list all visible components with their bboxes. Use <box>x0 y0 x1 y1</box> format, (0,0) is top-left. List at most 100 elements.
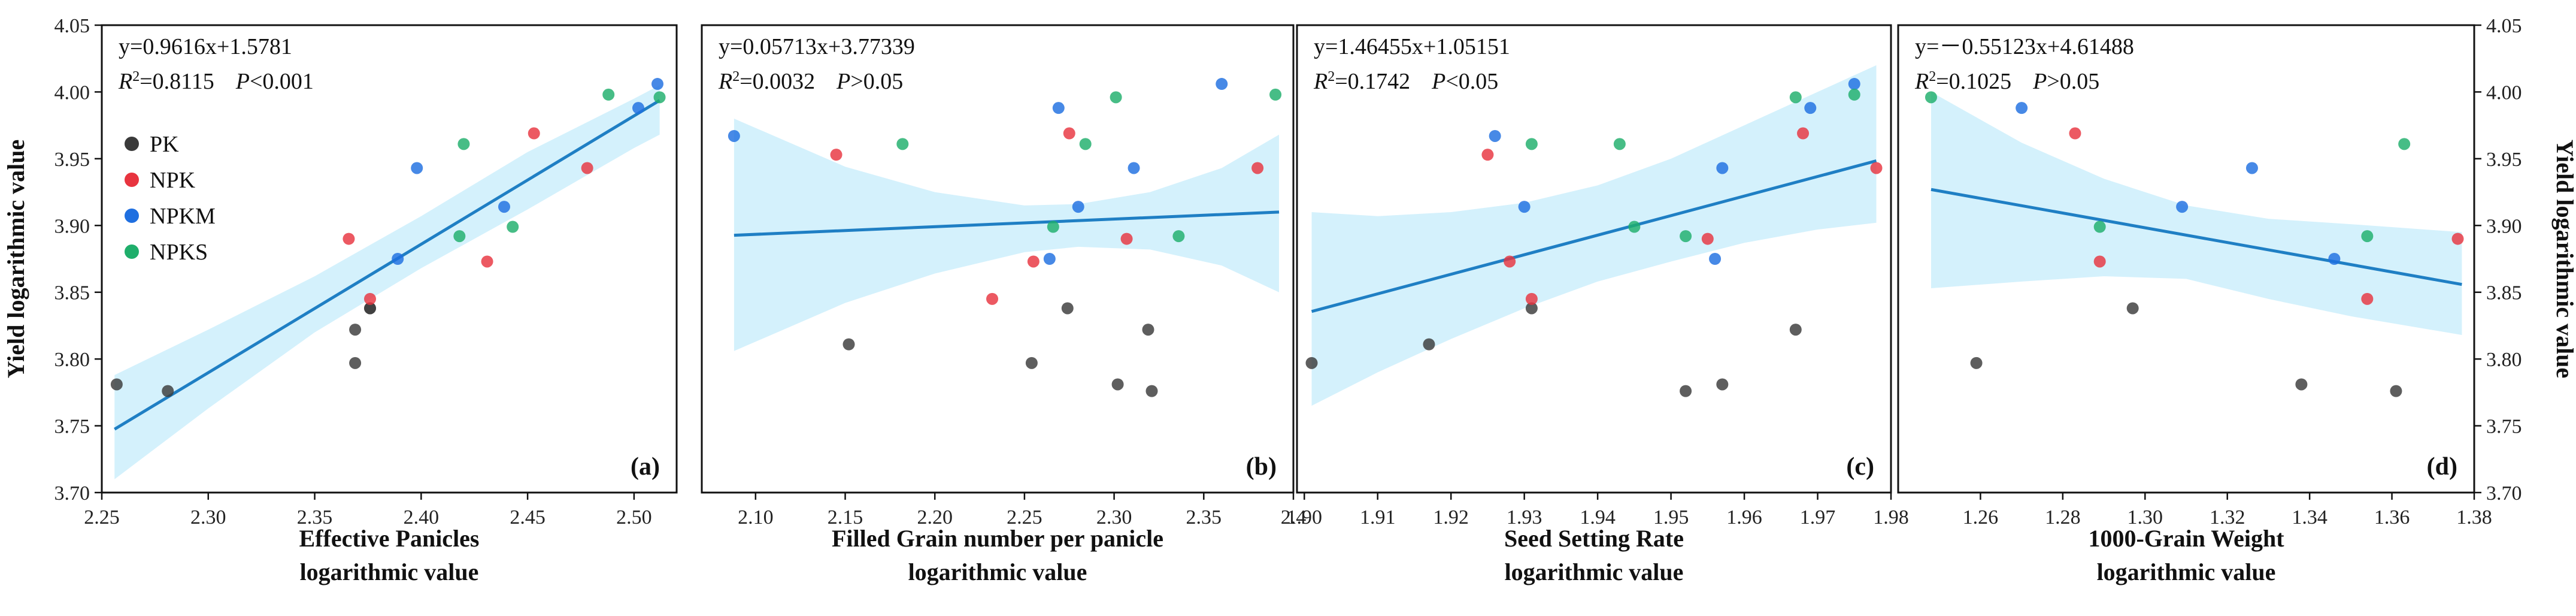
data-point-npks <box>457 138 470 150</box>
x-axis-title: Filled Grain number per panicle <box>832 525 1163 552</box>
x-tick-label: 2.25 <box>84 506 120 529</box>
data-point-npk <box>1701 232 1714 245</box>
x-tick-label: 1.36 <box>2374 506 2410 529</box>
regression-equation: y=1.46455x+1.05151 <box>1314 34 1510 59</box>
legend-label-npkm: NPKM <box>150 204 216 229</box>
x-axis-subtitle: logarithmic value <box>1505 558 1684 585</box>
data-point-npkm <box>1709 253 1722 265</box>
data-point-pk <box>2126 302 2139 315</box>
data-point-npks <box>1789 91 1802 104</box>
data-point-npks <box>1680 230 1692 243</box>
data-point-pk <box>2390 385 2402 397</box>
data-point-npk <box>1027 255 1040 268</box>
data-point-pk <box>1970 357 1983 369</box>
y-tick-label: 3.95 <box>2486 149 2522 171</box>
panel-b: 2.10 2.15 2.20 2.25 2.30 2.35 2.4 y=0.05713x+3.… <box>701 24 1307 585</box>
legend-label-npk: NPK <box>150 168 196 193</box>
panel-label: (c) <box>1846 453 1874 481</box>
panel-d: 1.26 1.28 1.30 1.32 1.34 1.36 1.383.70 3.75 3.80… <box>1897 15 2522 585</box>
data-point-npks <box>1613 138 1626 150</box>
data-point-pk <box>1111 378 1124 391</box>
data-point-npkm <box>2328 253 2341 265</box>
plot-frame <box>1897 24 2475 494</box>
data-point-npkm <box>1804 102 1817 114</box>
data-point-npkm <box>728 129 740 142</box>
data-point-npkm <box>392 253 404 265</box>
data-point-pk <box>364 302 376 315</box>
data-point-npks <box>2093 221 2106 233</box>
y-tick-label: 3.70 <box>2486 482 2522 505</box>
data-point-npkm <box>1052 102 1065 114</box>
x-tick-label: 1.34 <box>2292 506 2328 529</box>
data-point-npks <box>653 91 666 104</box>
r-squared-label: R2=0.0032 P>0.05 <box>718 69 903 94</box>
legend-label-pk: PK <box>150 132 179 157</box>
x-tick-label: 1.90 <box>1286 506 1322 529</box>
r-squared-label: R2=0.1742 P<0.05 <box>1313 69 1498 94</box>
data-point-npks <box>1628 221 1641 233</box>
legend: PK NPK NPKM NPKS <box>125 132 216 265</box>
x-tick-label: 2.50 <box>616 506 652 529</box>
data-point-npk <box>1504 255 1516 268</box>
x-tick-label: 2.25 <box>1007 506 1042 529</box>
y-tick-label: 3.80 <box>54 349 90 371</box>
data-point-npk <box>1525 292 1538 305</box>
data-point-npks <box>1047 221 1059 233</box>
data-point-npks <box>2361 230 2374 243</box>
legend-marker-npk <box>125 173 139 187</box>
data-point-npk <box>2451 232 2464 245</box>
data-point-pk <box>1525 302 1538 315</box>
data-point-npks <box>1925 91 1937 104</box>
x-tick-label: 1.98 <box>1873 506 1909 529</box>
x-tick-label: 1.32 <box>2210 506 2245 529</box>
x-tick-label: 1.93 <box>1507 506 1542 529</box>
x-axis-title: 1000-Grain Weight <box>2088 525 2284 552</box>
data-point-npkm <box>1489 129 1501 142</box>
x-tick-label: 2.45 <box>510 506 545 529</box>
r-squared-label: R2=0.8115 P<0.001 <box>118 69 314 94</box>
y-tick-label: 3.95 <box>54 149 90 171</box>
x-tick-label: 2.20 <box>917 506 953 529</box>
data-point-npks <box>1079 138 1092 150</box>
data-point-npkm <box>1043 253 1056 265</box>
data-point-npks <box>1525 138 1538 150</box>
x-axis-title: Effective Panicles <box>299 525 480 552</box>
data-point-npks <box>1848 88 1860 101</box>
panel-label: (a) <box>631 453 660 481</box>
y-tick-label: 3.85 <box>2486 282 2522 304</box>
plot-frame <box>1296 24 1892 494</box>
x-tick-label: 2.10 <box>738 506 774 529</box>
data-point-pk <box>1061 302 1074 315</box>
x-tick-label: 1.95 <box>1653 506 1689 529</box>
data-point-npk <box>528 127 540 140</box>
data-point-npkm <box>411 162 423 174</box>
regression-line <box>1931 188 2462 286</box>
data-point-npks <box>453 230 466 243</box>
data-point-pk <box>110 378 123 391</box>
data-point-npkm <box>1716 162 1729 174</box>
x-tick-label: 2.4 <box>1281 506 1307 529</box>
x-tick-label: 2.35 <box>1186 506 1222 529</box>
y-tick-label: 3.90 <box>2486 215 2522 237</box>
x-tick-label: 2.30 <box>1096 506 1132 529</box>
x-tick-label: 1.91 <box>1360 506 1396 529</box>
data-point-npk <box>1063 127 1075 140</box>
data-point-npkm <box>651 78 663 90</box>
x-axis-title: Seed Setting Rate <box>1504 525 1684 552</box>
y-tick-label: 3.90 <box>54 215 90 237</box>
data-point-npkm <box>1848 78 1860 90</box>
data-point-pk <box>1142 324 1154 336</box>
panel-label: (b) <box>1246 453 1277 481</box>
x-axis-subtitle: logarithmic value <box>2097 558 2276 585</box>
data-point-npks <box>507 221 519 233</box>
data-point-npk <box>1120 232 1133 245</box>
data-point-npk <box>2069 127 2081 140</box>
data-point-npkm <box>632 102 644 114</box>
y-tick-label: 4.00 <box>2486 81 2522 104</box>
confidence-band <box>1931 92 2462 335</box>
data-point-npkm <box>2016 102 2028 114</box>
regression-equation: y=－0.55123x+4.61488 <box>1915 34 2134 59</box>
data-point-npk <box>1481 149 1494 161</box>
y-tick-label: 4.00 <box>54 81 90 104</box>
